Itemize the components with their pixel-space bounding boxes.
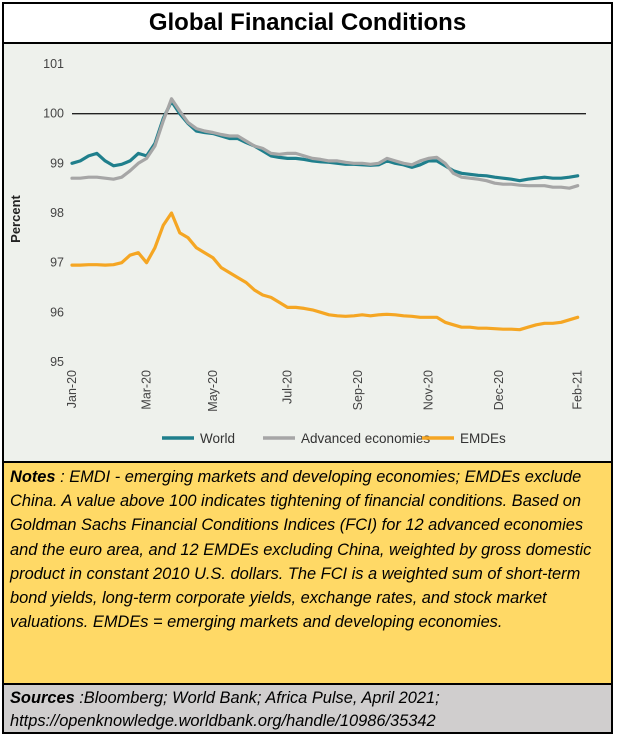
y-tick-label: 98 [50,206,64,220]
legend-label: Advanced economies [301,431,430,446]
x-tick-label: Jan-20 [65,370,79,408]
chart-title: Global Financial Conditions [4,4,611,44]
y-tick-label: 99 [50,156,64,170]
notes-panel: Notes : EMDI - emerging markets and deve… [4,461,611,683]
y-tick-label: 100 [43,107,64,121]
legend-label: EMDEs [460,431,506,446]
notes-label: Notes [10,468,56,486]
x-tick-label: Feb-21 [571,370,585,410]
y-tick-label: 101 [43,57,64,71]
y-axis-title: Percent [8,194,23,242]
x-tick-label: May-20 [206,370,220,412]
sources-label: Sources [10,689,75,707]
sources-panel: Sources :Bloomberg; World Bank; Africa P… [4,683,611,732]
y-tick-label: 96 [50,305,64,319]
y-tick-label: 95 [50,355,64,369]
series-line-advanced-economies [70,97,580,190]
series-line-emdes [70,211,580,332]
x-tick-label: Nov-20 [421,370,435,410]
x-tick-label: Dec-20 [492,370,506,410]
notes-text: : EMDI - emerging markets and developing… [10,468,592,632]
legend-label: World [200,431,235,446]
chart-area: 95 96 97 98 99 100 101 Jan-20 Mar-20 May-20 Jul-2… [4,44,611,461]
y-tick-label: 97 [50,256,64,270]
x-tick-label: Jul-20 [281,370,295,404]
x-tick-label: Sep-20 [351,370,365,410]
x-tick-label: Mar-20 [140,370,154,410]
line-chart: 95 96 97 98 99 100 101 Jan-20 Mar-20 May-20 Jul-2… [8,57,586,446]
sources-text: :Bloomberg; World Bank; Africa Pulse, Ap… [10,689,440,730]
